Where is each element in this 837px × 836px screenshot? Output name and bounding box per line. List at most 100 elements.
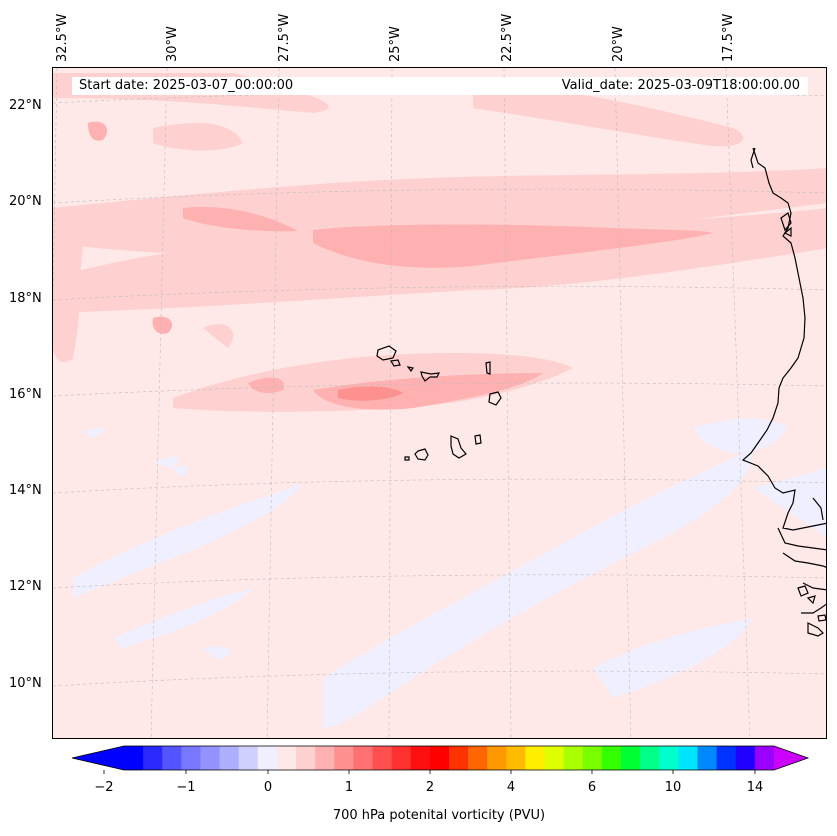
colorbar-segment (659, 746, 679, 770)
santo-antao-island (376, 345, 397, 361)
graticule-line (53, 478, 826, 494)
lat-label-14n: 14°N (9, 483, 42, 498)
colorbar-tick-label: 2 (425, 780, 435, 795)
colorbar-segment (601, 746, 622, 770)
island (783, 226, 792, 237)
colorbar-segment (143, 746, 163, 770)
graticule-line (150, 68, 168, 738)
sao-nicolau-island (420, 371, 441, 382)
island (812, 497, 824, 521)
colorbar-segment (544, 746, 565, 770)
light-pv-band (53, 168, 826, 255)
colorbar-segment (410, 746, 431, 770)
colorbar-segment (334, 746, 354, 770)
negative-pv-area (113, 588, 253, 648)
lat-label-10n: 10°N (9, 676, 42, 691)
colorbar-segment (124, 746, 144, 770)
map-canvas (53, 68, 826, 738)
island (797, 585, 809, 597)
valid-date-label: Valid_date: 2025-03-09T18:00:00.00 (561, 78, 800, 93)
cape-verde-islands (376, 345, 502, 461)
island (807, 622, 824, 637)
colorbar-segment (372, 746, 393, 770)
lat-label-20n: 20°N (9, 194, 42, 209)
light-pv-band (473, 83, 744, 147)
negative-pv-area (693, 418, 788, 453)
mid-pv-band (313, 224, 713, 268)
lat-label-16n: 16°N (9, 387, 42, 402)
negative-pv-area (593, 618, 753, 698)
mid-pv-band (248, 377, 284, 394)
colorbar-title: 700 hPa potenital vorticity (PVU) (332, 808, 546, 823)
coastlines (741, 147, 826, 637)
lat-label-22n: 22°N (9, 98, 42, 113)
colorbar-segment (563, 746, 584, 770)
brava-island (404, 456, 410, 461)
fogo-island (414, 448, 429, 461)
island (801, 603, 826, 614)
island (782, 552, 826, 568)
colorbar-tick-label: 10 (664, 780, 682, 795)
negative-pv-area (83, 427, 104, 438)
colorbar-segment (735, 746, 756, 770)
strong-pv-bands (338, 386, 403, 401)
colorbar-outline (71, 745, 810, 771)
colorbar-segment (468, 746, 488, 770)
graticule-line (614, 68, 632, 738)
graticule (53, 68, 826, 738)
colorbar-tick-label: 4 (506, 780, 516, 795)
colorbar-segment (621, 746, 641, 770)
lat-label-18n: 18°N (9, 291, 42, 306)
graticule-line (53, 382, 826, 397)
strong-pv-band (338, 386, 403, 401)
island (777, 527, 826, 551)
colorbar-segment (353, 746, 374, 770)
lon-label-27-5w: 27.5°W (277, 13, 292, 62)
colorbar-segment (200, 746, 221, 770)
colorbar-tick-label: −2 (94, 780, 114, 795)
maio-island (474, 434, 482, 445)
colorbar-segment (525, 746, 546, 770)
mid-pv-band (152, 316, 173, 334)
africa-coastline (741, 147, 826, 531)
colorbar-segment (449, 746, 469, 770)
negative-pv-area (153, 456, 179, 468)
negative-pv-area (173, 466, 189, 478)
colorbar-tick-label: 14 (746, 780, 764, 795)
lat-label-12n: 12°N (9, 579, 42, 594)
colorbar-segment (238, 746, 259, 770)
colorbar-segment (754, 746, 775, 770)
mid-pv-band (88, 121, 108, 141)
island (780, 212, 792, 232)
negative-pv-areas (73, 418, 826, 728)
colorbar (71, 745, 810, 774)
graticule-line (266, 68, 280, 738)
start-date-label: Start date: 2025-03-07_00:00:00 (79, 78, 294, 93)
negative-pv-area (753, 468, 826, 537)
lon-label-32-5w: 32.5°W (55, 13, 70, 62)
graticule-line (53, 286, 826, 301)
map-panel[interactable] (52, 67, 827, 739)
light-pv-band (203, 324, 234, 348)
lon-label-25w: 25°W (388, 26, 403, 62)
lon-label-17-5w: 17.5°W (721, 13, 736, 62)
colorbar-segment (219, 746, 240, 770)
santiago-island (450, 435, 467, 459)
graticule-line (388, 68, 393, 738)
graticule-line (725, 68, 751, 738)
island (817, 614, 826, 622)
colorbar-extend-max (774, 746, 808, 770)
colorbar-tick-label: 6 (587, 780, 597, 795)
date-info-box: Start date: 2025-03-07_00:00:00 Valid_da… (72, 77, 808, 95)
colorbar-segment (487, 746, 507, 770)
negative-pv-area (203, 646, 231, 660)
negative-pv-area (73, 483, 303, 598)
colorbar-segment (296, 746, 316, 770)
colorbar-segment (697, 746, 718, 770)
colorbar-segment (315, 746, 335, 770)
negative-pv-area (323, 448, 753, 728)
graticule-line (53, 670, 826, 687)
colorbar-segment (506, 746, 526, 770)
boa-vista-island (488, 391, 502, 406)
